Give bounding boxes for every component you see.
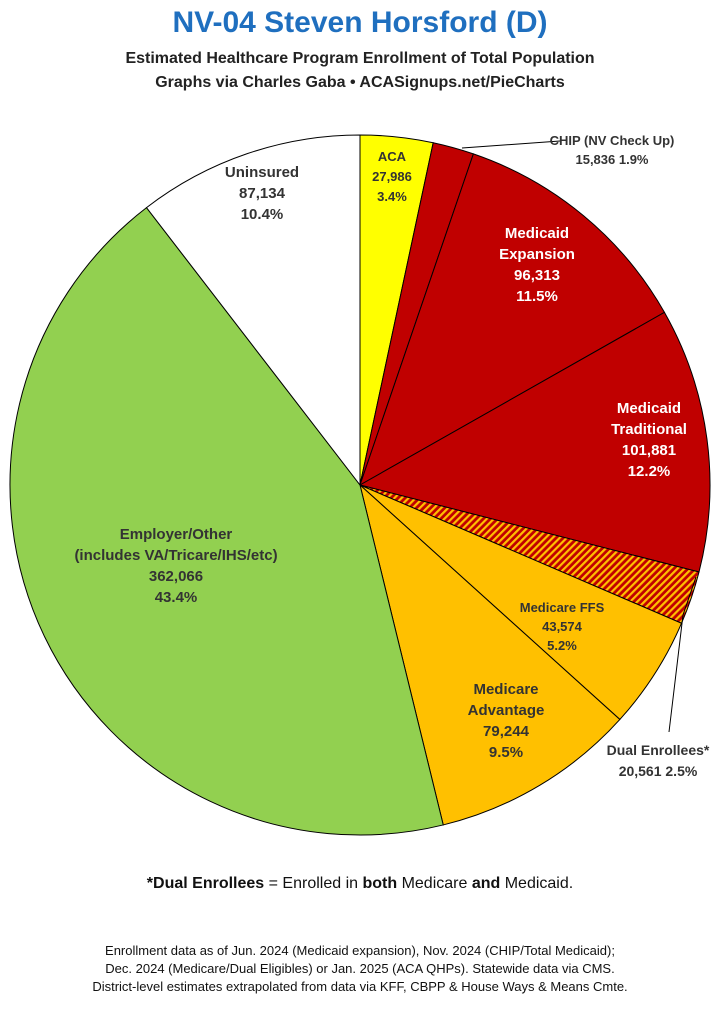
slice-label-medicaid-expansion: Medicaid Expansion 96,313 11.5% xyxy=(499,225,575,305)
slice-label-line: Medicare FFS xyxy=(520,600,605,615)
slice-label-line: Uninsured xyxy=(225,164,299,181)
slice-label-line: Expansion xyxy=(499,246,575,263)
pie-slice-uninsured xyxy=(145,134,361,487)
slice-label-uninsured: Uninsured 87,134 10.4% xyxy=(225,164,299,223)
slice-label-dual-enrollees: Dual Enrollees* 20,561 2.5% xyxy=(607,742,710,779)
footnote: Enrollment data as of Jun. 2024 (Medicai… xyxy=(0,942,720,996)
slice-label-line: CHIP (NV Check Up) xyxy=(550,133,675,148)
slice-label-line: 10.4% xyxy=(241,206,284,223)
slice-label-medicaid-traditional: Medicaid Traditional 101,881 12.2% xyxy=(611,400,687,480)
chart-subtitle: Estimated Healthcare Program Enrollment … xyxy=(125,50,595,67)
leader-line-chip-nv-check-up xyxy=(461,140,561,149)
slice-label-line: 9.5% xyxy=(489,744,523,761)
footnote-line: Enrollment data as of Jun. 2024 (Medicai… xyxy=(105,943,615,958)
slice-label-line: Traditional xyxy=(611,421,687,438)
footnote-line: District-level estimates extrapolated fr… xyxy=(92,979,628,994)
slice-label-line: 15,836 1.9% xyxy=(575,152,648,167)
slice-label-line: Medicare xyxy=(473,681,538,698)
slice-label-line: (includes VA/Tricare/IHS/etc) xyxy=(74,547,277,564)
slice-label-aca: ACA 27,986 3.4% xyxy=(372,149,412,204)
slice-label-medicare-advantage: Medicare Advantage 79,244 9.5% xyxy=(468,681,545,761)
slice-label-line: 43.4% xyxy=(155,589,198,606)
slice-label-line: 96,313 xyxy=(514,267,560,284)
slice-label-line: Dual Enrollees* xyxy=(607,742,710,758)
slice-label-line: 11.5% xyxy=(516,288,558,305)
slice-label-line: 101,881 xyxy=(622,442,676,459)
slice-label-line: 27,986 xyxy=(372,169,412,184)
slice-label-line: 79,244 xyxy=(483,723,530,740)
slice-label-line: 20,561 2.5% xyxy=(619,763,698,779)
slice-label-line: Advantage xyxy=(468,702,545,719)
slice-label-line: 5.2% xyxy=(547,638,577,653)
chart-credit: Graphs via Charles Gaba • ACASignups.net… xyxy=(155,74,565,91)
leader-line-dual-enrollees xyxy=(668,576,697,733)
pie-chart: ACA 27,986 3.4% CHIP (NV Check Up) 15,836 1.… xyxy=(9,133,711,836)
slice-label-line: 87,134 xyxy=(239,185,286,202)
slice-label-chip-nv-check-up: CHIP (NV Check Up) 15,836 1.9% xyxy=(550,133,675,167)
slice-label-line: 362,066 xyxy=(149,568,203,585)
pie-slice-medicaid-expansion xyxy=(359,153,666,487)
slice-label-line: Medicaid xyxy=(505,225,569,242)
slice-label-medicare-ffs: Medicare FFS 43,574 5.2% xyxy=(520,600,605,653)
page-title: NV-04 Steven Horsford (D) xyxy=(172,6,548,39)
slice-label-line: Employer/Other xyxy=(120,526,233,543)
footnote-line: Dec. 2024 (Medicare/Dual Eligibles) or J… xyxy=(105,961,615,976)
slice-label-employer-other: Employer/Other (includes VA/Tricare/IHS/e… xyxy=(74,526,277,606)
dual-enrollees-note: *Dual Enrollees = Enrolled in both Medic… xyxy=(146,875,574,892)
slice-label-line: 43,574 xyxy=(542,619,583,634)
slice-label-line: 3.4% xyxy=(377,189,407,204)
pie-slice-medicare-advantage xyxy=(359,483,621,826)
slice-label-line: ACA xyxy=(378,149,407,164)
pie-slice-employer-other xyxy=(9,206,444,836)
slice-label-line: 12.2% xyxy=(628,463,671,480)
slice-label-line: Medicaid xyxy=(617,400,681,417)
